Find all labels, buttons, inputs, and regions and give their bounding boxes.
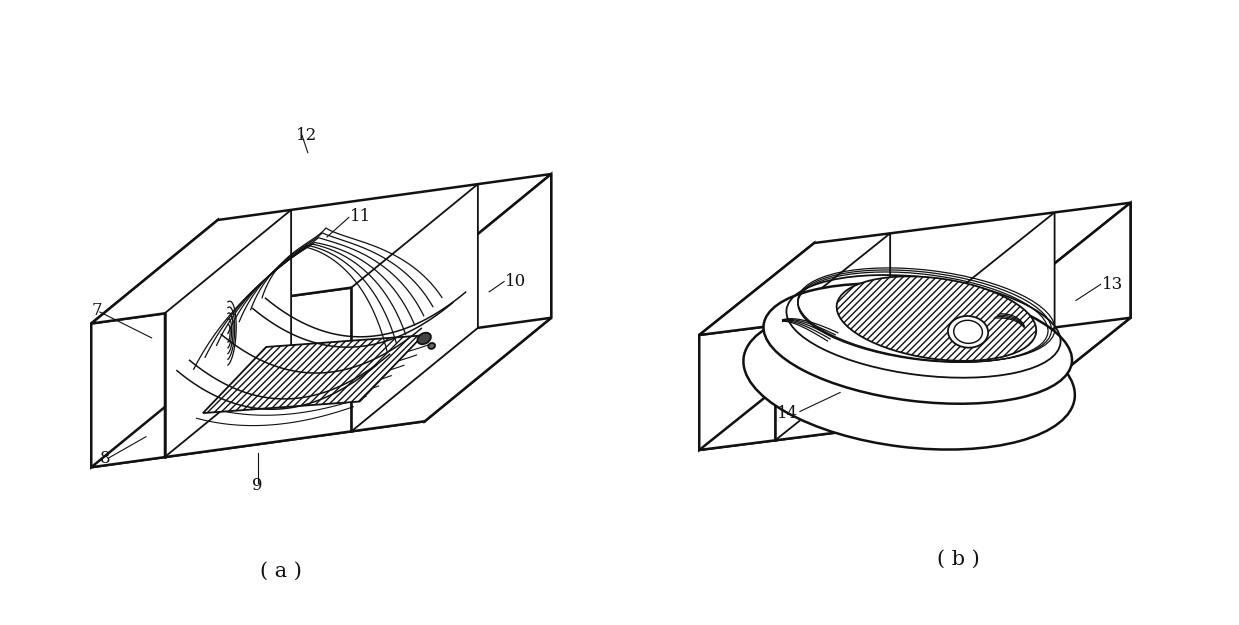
Ellipse shape — [763, 284, 1072, 404]
Text: ( b ): ( b ) — [937, 550, 979, 569]
Ellipse shape — [948, 316, 989, 348]
Text: 7: 7 — [92, 302, 102, 319]
Text: 9: 9 — [253, 478, 263, 494]
Polygon shape — [699, 318, 1130, 450]
Polygon shape — [92, 174, 551, 324]
Ellipse shape — [743, 307, 1075, 449]
Polygon shape — [92, 278, 425, 468]
Polygon shape — [203, 336, 422, 413]
Polygon shape — [939, 213, 1054, 419]
Text: 11: 11 — [349, 209, 372, 226]
Text: 14: 14 — [777, 406, 798, 422]
Ellipse shape — [418, 332, 431, 344]
Text: 12: 12 — [296, 127, 317, 144]
Text: 10: 10 — [506, 273, 527, 290]
Ellipse shape — [836, 276, 1036, 361]
Polygon shape — [699, 202, 1130, 335]
Ellipse shape — [429, 343, 435, 349]
Text: ( a ): ( a ) — [260, 561, 302, 581]
Polygon shape — [92, 220, 218, 468]
Polygon shape — [699, 295, 1016, 450]
Polygon shape — [352, 184, 478, 431]
Polygon shape — [425, 174, 551, 421]
Text: 13: 13 — [1101, 276, 1123, 293]
Polygon shape — [92, 318, 551, 468]
Polygon shape — [165, 210, 291, 457]
Polygon shape — [776, 233, 890, 441]
Polygon shape — [1016, 202, 1130, 410]
Text: 8: 8 — [100, 449, 110, 467]
Polygon shape — [699, 243, 814, 450]
